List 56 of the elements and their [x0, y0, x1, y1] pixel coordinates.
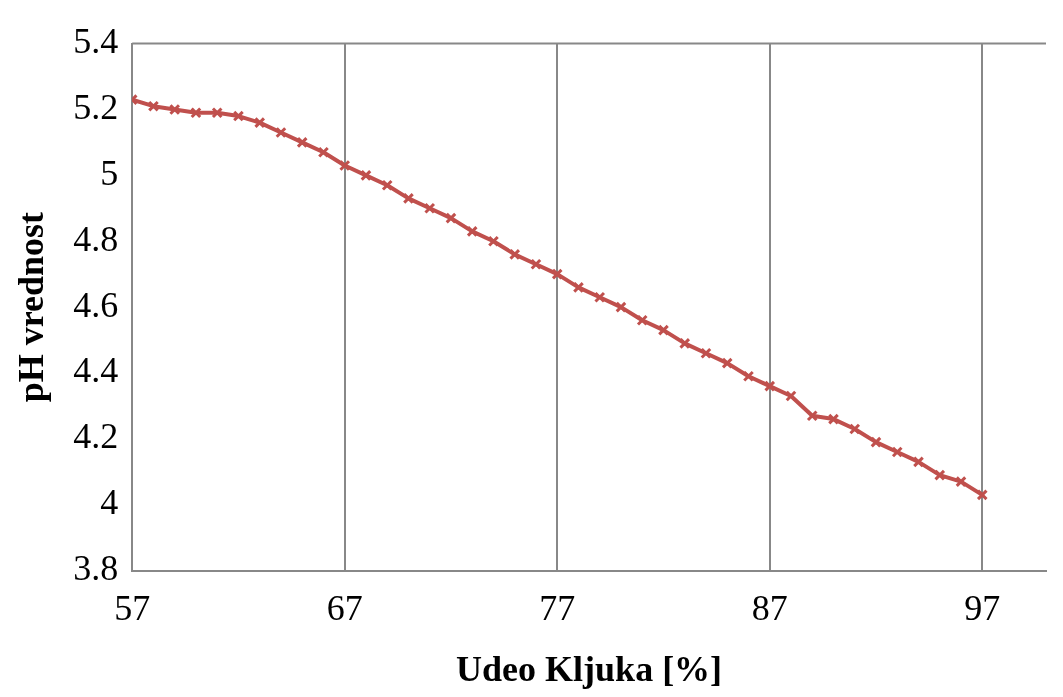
point [806, 410, 818, 422]
y-tick-label: 4.2 [73, 416, 119, 457]
y-tick-label: 4.6 [73, 284, 119, 325]
x-tick-label: 87 [751, 587, 788, 628]
point [445, 212, 457, 224]
point [508, 248, 521, 261]
point [190, 107, 202, 119]
point [530, 258, 542, 271]
point [700, 347, 712, 359]
x-tick-label: 57 [114, 587, 151, 628]
point [275, 126, 287, 139]
point [232, 110, 245, 122]
y-tick-label: 5 [100, 152, 119, 193]
point [615, 301, 627, 313]
point [317, 146, 330, 159]
point [487, 235, 500, 247]
point [912, 456, 925, 468]
point [402, 192, 415, 205]
y-axis-title: pH vrednost [10, 211, 51, 403]
x-tick-label: 77 [539, 587, 576, 628]
point [742, 370, 755, 383]
point [593, 291, 606, 303]
y-tick-label: 4.8 [73, 218, 119, 259]
point [551, 268, 563, 280]
point [763, 380, 776, 392]
point [253, 116, 266, 129]
x-tick-label: 97 [964, 587, 1001, 628]
point [211, 107, 223, 119]
point [678, 337, 691, 350]
point [636, 314, 648, 327]
point [657, 324, 670, 336]
point [466, 225, 478, 238]
point [338, 159, 351, 172]
point [721, 357, 733, 369]
point [849, 423, 861, 435]
point [934, 469, 946, 481]
y-tick-label: 5.4 [73, 21, 119, 62]
point [572, 281, 585, 294]
y-tick-label: 3.8 [73, 548, 119, 589]
x-tick-label: 67 [326, 587, 363, 628]
point [827, 413, 840, 425]
point [147, 100, 160, 112]
point [360, 169, 372, 182]
point [381, 179, 393, 191]
y-tick-label: 4 [100, 482, 119, 523]
point [976, 489, 988, 501]
x-axis-title: Udeo Kljuka [%] [456, 648, 723, 689]
y-tick-label: 5.2 [73, 86, 119, 127]
point [891, 446, 903, 458]
point [423, 202, 436, 215]
y-tick-label: 4.4 [73, 350, 119, 391]
point [955, 475, 967, 488]
point [870, 436, 882, 448]
point [296, 136, 308, 149]
point [785, 390, 797, 402]
point [168, 103, 181, 116]
